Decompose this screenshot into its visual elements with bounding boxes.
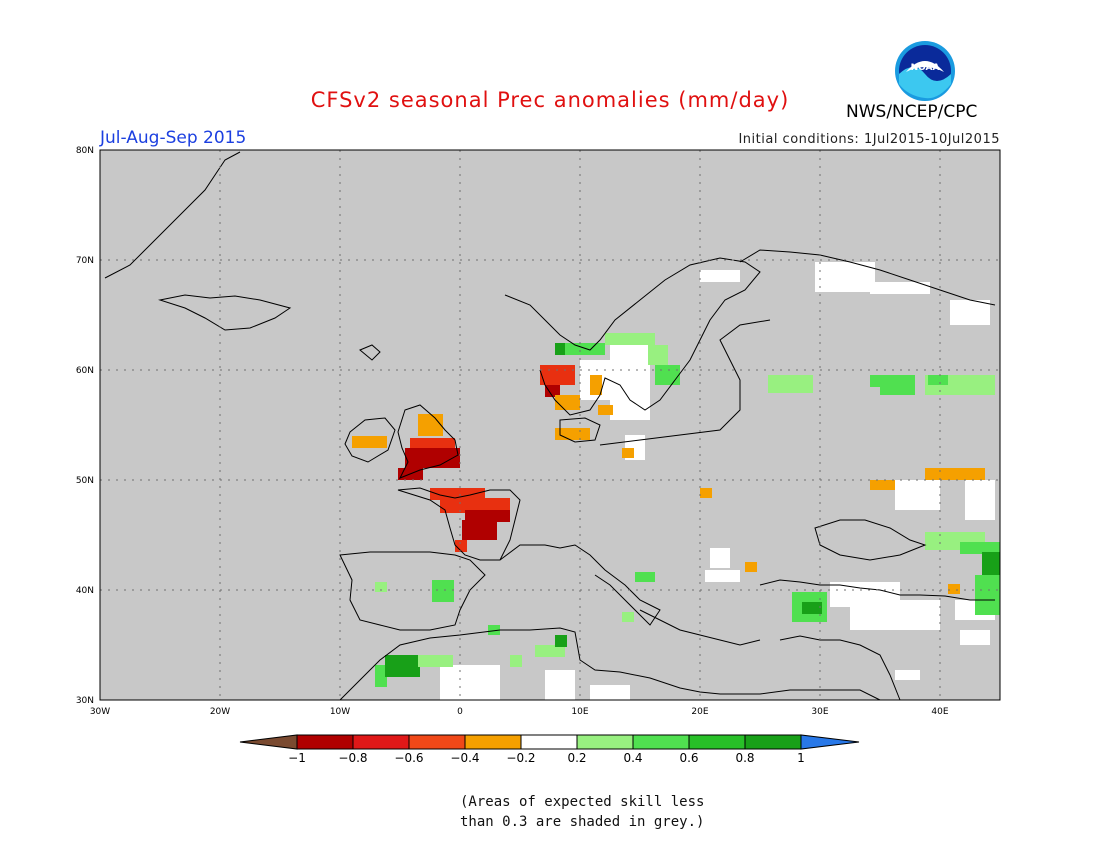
colorbar-label: 0.6: [679, 751, 698, 765]
lon-tick: 20E: [691, 707, 708, 717]
map-title: CFSv2 seasonal Prec anomalies (mm/day): [310, 88, 790, 112]
agency-label: NWS/NCEP/CPC: [846, 102, 978, 122]
colorbar-arrow-low: [239, 734, 298, 750]
lat-tick: 40N: [76, 586, 94, 596]
colorbar-swatch: [464, 734, 522, 750]
coastlines: [104, 151, 996, 701]
lon-axis: 30W 20W 10W 0 10E 20E 30E 40E: [90, 707, 949, 717]
colorbar-swatch: [744, 734, 802, 750]
lon-tick: 10E: [571, 707, 588, 717]
lon-tick: 0: [457, 707, 463, 717]
colorbar-swatch: [688, 734, 746, 750]
colorbar-swatch: [352, 734, 410, 750]
noaa-logo-icon: NOAA: [895, 41, 955, 101]
lat-axis: 80N 70N 60N 50N 40N 30N: [76, 146, 94, 706]
skill-note: (Areas of expected skill less than 0.3 a…: [460, 792, 740, 832]
lat-tick: 50N: [76, 476, 94, 486]
skill-note-line: (Areas of expected skill less: [460, 794, 705, 810]
colorbar-label: −0.2: [506, 751, 535, 765]
lat-tick: 60N: [76, 366, 94, 376]
colorbar-swatch: [632, 734, 690, 750]
initial-conditions: Initial conditions: 1Jul2015-10Jul2015: [738, 132, 1000, 147]
colorbar-swatch: [408, 734, 466, 750]
colorbar: −1 −0.8 −0.6 −0.4 −0.2 0.2 0.4 0.6 0.8 1: [239, 734, 860, 765]
colorbar-label: 0.8: [735, 751, 754, 765]
colorbar-label: −0.6: [394, 751, 423, 765]
colorbar-swatch: [520, 734, 578, 750]
colorbar-label: 1: [797, 751, 805, 765]
skill-note-line: than 0.3 are shaded in grey.): [460, 814, 705, 830]
dry-anomalies: [352, 365, 985, 594]
precip-anomaly-map: 80N 70N 60N 50N 40N 30N 30W 20W 10W 0 10…: [76, 146, 1001, 765]
colorbar-label: −0.4: [450, 751, 479, 765]
no-signal-areas: [440, 262, 995, 700]
colorbar-label: −1: [288, 751, 306, 765]
lat-tick: 80N: [76, 146, 94, 156]
lon-tick: 30W: [90, 707, 110, 717]
colorbar-swatch: [296, 734, 354, 750]
lat-tick: 70N: [76, 256, 94, 266]
wet-anomalies: [375, 333, 1000, 687]
lon-tick: 20W: [210, 707, 230, 717]
lon-tick: 10W: [330, 707, 350, 717]
colorbar-label: 0.2: [567, 751, 586, 765]
colorbar-arrow-high: [800, 734, 860, 750]
colorbar-swatch: [576, 734, 634, 750]
forecast-period: Jul-Aug-Sep 2015: [100, 128, 247, 148]
colorbar-label: 0.4: [623, 751, 642, 765]
lon-tick: 40E: [931, 707, 948, 717]
colorbar-label: −0.8: [338, 751, 367, 765]
logo-text: NOAA: [911, 63, 940, 73]
lat-tick: 30N: [76, 696, 94, 706]
lon-tick: 30E: [811, 707, 828, 717]
graticule: [100, 150, 1000, 700]
